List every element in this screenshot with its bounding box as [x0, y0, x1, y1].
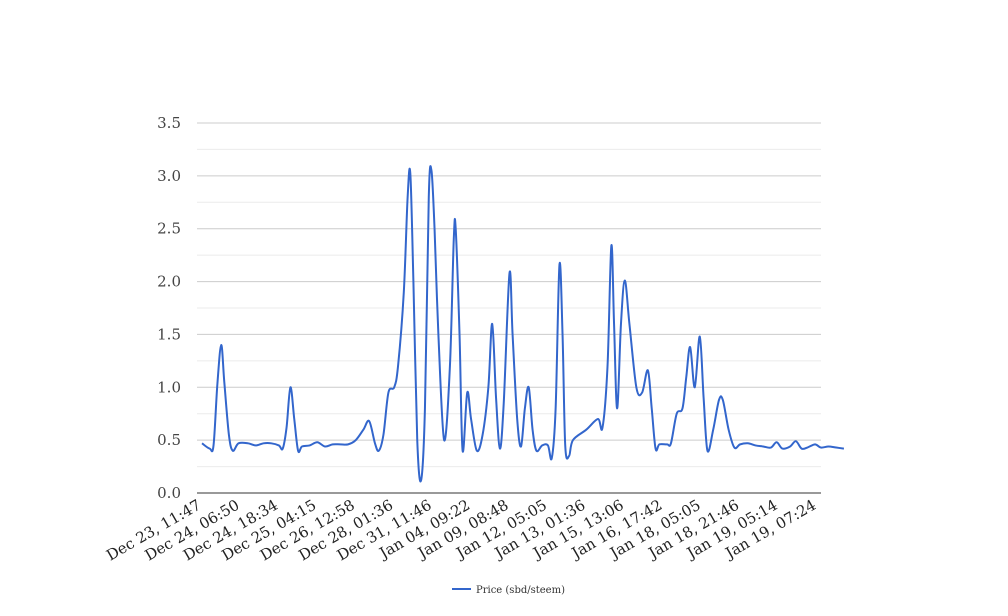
- y-tick-label: 0.0: [157, 484, 181, 502]
- y-axis-ticks: 0.0 0.5 1.0 1.5 2.0 2.5 3.0 3.5: [157, 114, 181, 502]
- y-tick-label: 3.5: [157, 114, 181, 132]
- y-tick-label: 2.0: [157, 273, 181, 291]
- y-tick-label: 2.5: [157, 220, 181, 238]
- legend-label-price: Price (sbd/steem): [476, 585, 565, 596]
- y-tick-label: 1.0: [157, 378, 181, 396]
- series-line-price[interactable]: [201, 165, 845, 483]
- y-tick-label: 1.5: [157, 325, 181, 343]
- y-tick-label: 3.0: [157, 167, 181, 185]
- y-tick-label: 0.5: [157, 431, 181, 449]
- grid-layer: [197, 122, 821, 494]
- series-layer: [201, 165, 845, 483]
- legend[interactable]: Price (sbd/steem): [452, 585, 565, 596]
